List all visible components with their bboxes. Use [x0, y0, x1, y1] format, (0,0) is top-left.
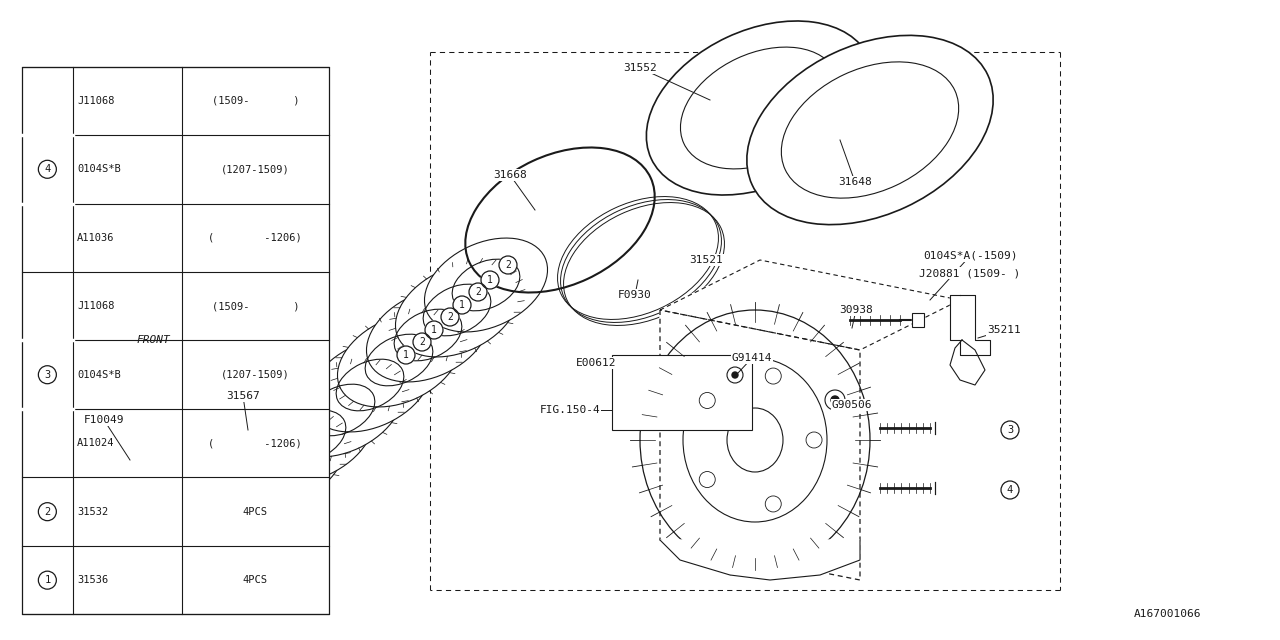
Circle shape: [38, 365, 56, 384]
Text: 0104S*B: 0104S*B: [77, 370, 120, 380]
Circle shape: [453, 296, 471, 314]
Ellipse shape: [746, 35, 993, 225]
Text: 0104S*B: 0104S*B: [77, 164, 120, 174]
Text: G90506: G90506: [832, 400, 872, 410]
Text: 4PCS: 4PCS: [243, 575, 268, 585]
Text: 2: 2: [447, 312, 453, 322]
Text: 2: 2: [45, 507, 50, 516]
Text: F10049: F10049: [83, 415, 124, 425]
Text: 1: 1: [403, 350, 408, 360]
Text: (        -1206): ( -1206): [209, 438, 302, 448]
Text: 2: 2: [475, 287, 481, 297]
Polygon shape: [950, 340, 986, 385]
Text: 3: 3: [45, 370, 50, 380]
Polygon shape: [660, 310, 860, 580]
Text: FIG.150-4: FIG.150-4: [540, 405, 600, 415]
Text: FRONT: FRONT: [136, 335, 170, 345]
Ellipse shape: [251, 389, 374, 483]
Circle shape: [831, 396, 838, 404]
Circle shape: [699, 392, 716, 408]
Text: 35211: 35211: [987, 325, 1021, 335]
Circle shape: [413, 333, 431, 351]
Ellipse shape: [425, 238, 548, 332]
Text: E00612: E00612: [576, 358, 616, 368]
Circle shape: [1001, 421, 1019, 439]
Ellipse shape: [646, 21, 874, 195]
Polygon shape: [660, 260, 960, 350]
Text: J11068: J11068: [77, 301, 114, 311]
Circle shape: [499, 256, 517, 274]
Text: 2: 2: [419, 337, 425, 347]
Circle shape: [442, 308, 460, 326]
Circle shape: [425, 321, 443, 339]
Circle shape: [826, 390, 845, 410]
Text: 30938: 30938: [840, 305, 873, 315]
Text: 31668: 31668: [493, 170, 527, 180]
Text: (1509-       ): (1509- ): [211, 96, 300, 106]
Text: 31552: 31552: [623, 63, 657, 73]
Text: A11036: A11036: [77, 233, 114, 243]
Circle shape: [1001, 481, 1019, 499]
Text: A167001066: A167001066: [1134, 609, 1202, 619]
Ellipse shape: [193, 441, 316, 535]
Text: 1: 1: [431, 325, 436, 335]
Polygon shape: [660, 540, 860, 580]
Polygon shape: [950, 295, 989, 355]
Text: 1: 1: [488, 275, 493, 285]
Text: 1: 1: [45, 575, 50, 585]
Text: (1207-1509): (1207-1509): [221, 370, 289, 380]
Circle shape: [765, 368, 781, 384]
Text: 31521: 31521: [689, 255, 723, 265]
Bar: [22, 67, 329, 614]
Text: 2: 2: [506, 260, 511, 270]
Circle shape: [732, 372, 739, 378]
Circle shape: [699, 472, 716, 488]
Text: 31536: 31536: [77, 575, 109, 585]
Text: 3: 3: [1007, 425, 1014, 435]
Circle shape: [38, 502, 56, 521]
Text: 4: 4: [45, 164, 50, 174]
Bar: [612, 355, 753, 430]
Text: 31648: 31648: [838, 177, 872, 187]
Text: (1509-       ): (1509- ): [211, 301, 300, 311]
Ellipse shape: [396, 263, 518, 357]
Text: 31532: 31532: [77, 507, 109, 516]
Circle shape: [481, 271, 499, 289]
Ellipse shape: [640, 310, 870, 570]
Circle shape: [765, 496, 781, 512]
Text: A11024: A11024: [77, 438, 114, 448]
Ellipse shape: [308, 338, 431, 432]
Circle shape: [806, 432, 822, 448]
Text: (1207-1509): (1207-1509): [221, 164, 289, 174]
Text: 4: 4: [1007, 485, 1014, 495]
Text: 1: 1: [460, 300, 465, 310]
Text: 31567: 31567: [227, 391, 260, 401]
Text: J11068: J11068: [77, 96, 114, 106]
Ellipse shape: [279, 363, 402, 457]
Bar: [911, 313, 924, 327]
Circle shape: [468, 283, 486, 301]
Text: G91414: G91414: [732, 353, 772, 363]
Ellipse shape: [338, 313, 461, 407]
Text: (        -1206): ( -1206): [209, 233, 302, 243]
Ellipse shape: [366, 288, 489, 382]
Ellipse shape: [221, 415, 344, 509]
Text: J20881 (1509- ): J20881 (1509- ): [919, 268, 1020, 278]
Circle shape: [38, 571, 56, 589]
Circle shape: [397, 346, 415, 364]
Circle shape: [38, 160, 56, 179]
Text: F0930: F0930: [618, 290, 652, 300]
Bar: [911, 313, 924, 327]
Text: 0104S*A(-1509): 0104S*A(-1509): [923, 251, 1018, 261]
Circle shape: [727, 367, 742, 383]
Text: 4PCS: 4PCS: [243, 507, 268, 516]
